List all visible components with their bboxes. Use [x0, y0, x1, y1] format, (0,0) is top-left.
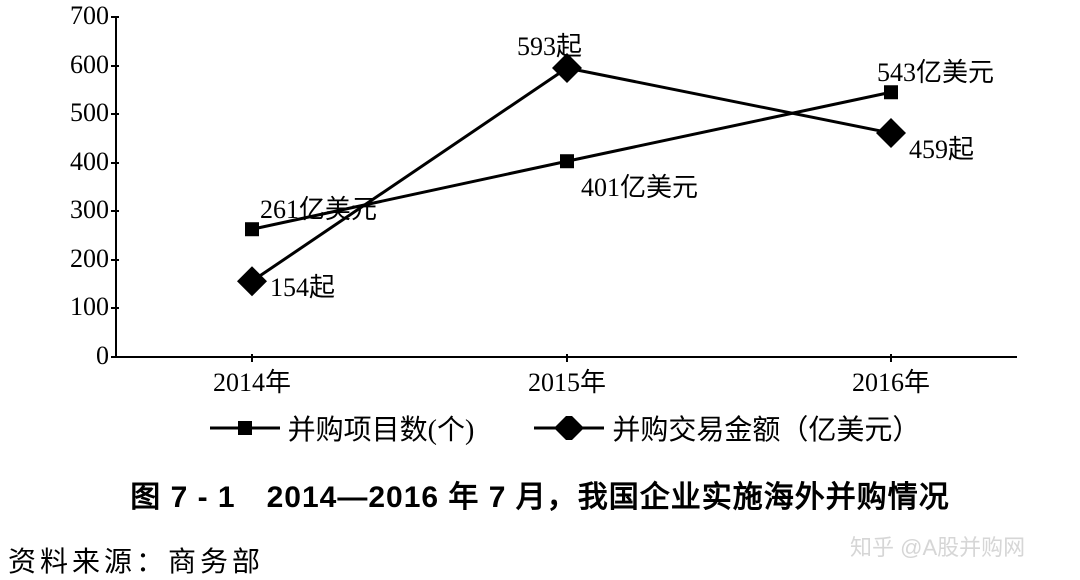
- chart-plot-area: 01002003004005006007002014年2015年2016年261…: [115, 16, 1017, 358]
- x-tick-label: 2014年: [213, 356, 291, 399]
- figure-caption: 图 7 - 1 2014—2016 年 7 月，我国企业实施海外并购情况: [0, 472, 1080, 516]
- point-label: 154起: [270, 267, 335, 304]
- diamond-marker-icon: [876, 118, 906, 148]
- legend-label: 并购交易金额（亿美元）: [612, 408, 920, 448]
- data-source: 资料来源：商务部: [8, 540, 264, 580]
- point-label: 593起: [517, 26, 582, 63]
- legend-marker-icon: [534, 416, 604, 440]
- watermark: 知乎 @A股并购网: [850, 530, 1025, 562]
- y-tick-label: 600: [70, 50, 117, 80]
- square-marker-icon: [245, 222, 259, 236]
- legend-label: 并购项目数(个): [288, 408, 475, 448]
- x-tick-label: 2016年: [852, 356, 930, 399]
- diamond-marker-icon: [237, 266, 267, 296]
- point-label: 543亿美元: [877, 52, 994, 89]
- point-label: 401亿美元: [581, 167, 698, 204]
- point-label: 261亿美元: [260, 189, 377, 226]
- chart-legend: 并购项目数(个) 并购交易金额（亿美元）: [115, 408, 1015, 448]
- legend-marker-icon: [210, 416, 280, 440]
- y-tick-label: 0: [96, 341, 117, 371]
- square-marker-icon: [560, 154, 574, 168]
- y-tick-label: 200: [70, 244, 117, 274]
- y-tick-label: 700: [70, 1, 117, 31]
- legend-item-amount: 并购交易金额（亿美元）: [534, 408, 920, 448]
- y-tick-label: 100: [70, 292, 117, 322]
- series-line-amount: [252, 68, 891, 281]
- y-tick-label: 500: [70, 98, 117, 128]
- y-tick-label: 300: [70, 195, 117, 225]
- y-tick-label: 400: [70, 147, 117, 177]
- legend-item-projects: 并购项目数(个): [210, 408, 475, 448]
- x-tick-label: 2015年: [528, 356, 606, 399]
- point-label: 459起: [909, 129, 974, 166]
